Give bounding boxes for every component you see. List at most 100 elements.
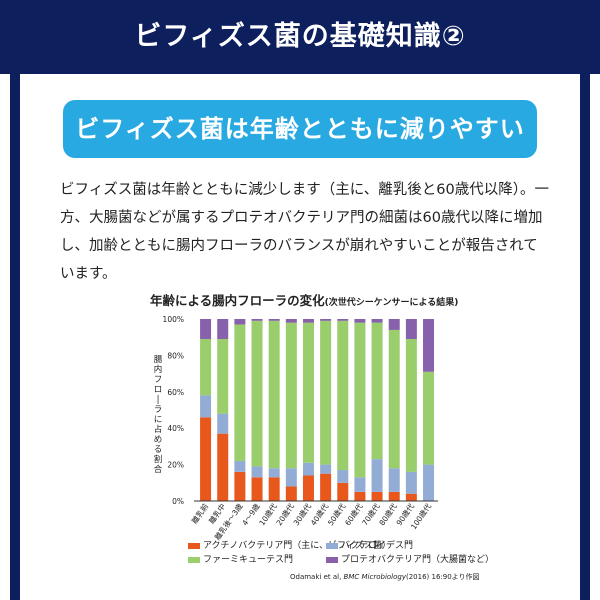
source-authors: Odamaki et al, xyxy=(290,573,342,581)
bar-segment xyxy=(371,491,383,501)
legend-label: プロテオバクテリア門（大腸菌など） xyxy=(341,555,495,565)
bar-segment xyxy=(200,395,212,418)
bar-segment xyxy=(285,468,297,487)
bar-segment xyxy=(217,433,229,501)
page-title: ビフィズス菌の基礎知識② xyxy=(134,21,466,52)
y-tick-label: 60% xyxy=(167,388,184,397)
bar-segment xyxy=(405,471,417,494)
legend-item-actinobacteria: アクチノバクテリア門（主に、ビフィズス菌） xyxy=(188,538,391,551)
legend-label: アクチノバクテリア門（主に、ビフィズス菌） xyxy=(203,541,391,551)
y-axis-label-char: ラ xyxy=(154,405,163,415)
legend-swatch xyxy=(188,556,200,563)
section-banner: ビフィズス菌は年齢とともに減りやすい xyxy=(63,100,537,158)
x-axis-labels: 離乳前離乳中離乳後〜3歳4〜9歳10歳代20歳代30歳代40歳代50歳代60歳代… xyxy=(189,501,433,542)
bar-segment xyxy=(285,486,297,501)
y-tick-label: 80% xyxy=(167,351,184,360)
bar-segment xyxy=(285,319,297,323)
bar-segment xyxy=(354,319,366,323)
bar-segment xyxy=(405,493,417,501)
bar-segment xyxy=(388,491,400,501)
bar-segment xyxy=(337,470,349,483)
y-tick-label: 40% xyxy=(167,424,184,433)
legend-swatch xyxy=(326,542,338,549)
bar-segment xyxy=(217,319,229,340)
bar-segment xyxy=(320,473,332,501)
legend-swatch xyxy=(188,542,200,549)
bar-segment xyxy=(354,491,366,501)
bar-segment xyxy=(337,320,349,471)
y-axis-label-char: 腸 xyxy=(154,355,163,365)
bar-segment xyxy=(371,459,383,492)
bar-segment xyxy=(388,329,400,469)
bar-segment xyxy=(251,319,263,321)
chart-title-main: 年齢による腸内フローラの変化 xyxy=(150,293,325,308)
bar-segment xyxy=(268,320,280,469)
legend-item-firmicutes: ファーミキューテス門 xyxy=(188,552,293,565)
bar-segment xyxy=(234,324,246,461)
bar-segment xyxy=(285,322,297,469)
bar-segment xyxy=(251,477,263,501)
y-axis-label-char: フ xyxy=(154,375,163,385)
legend-swatch xyxy=(326,556,338,563)
bar-segment xyxy=(371,322,383,460)
y-axis-label-char: 内 xyxy=(154,364,163,375)
bar-segment xyxy=(371,319,383,323)
bar-segment xyxy=(423,319,435,372)
y-axis-label-char: 合 xyxy=(154,464,163,475)
bar-segment xyxy=(354,322,366,478)
y-tick-label: 0% xyxy=(172,497,184,506)
source-details: (2016) 16:90より作図 xyxy=(405,573,480,581)
y-axis-ticks: 0% 20% 40% 60% 80% 100% xyxy=(163,315,184,506)
source-citation: Odamaki et al, BMC Microbiology(2016) 16… xyxy=(290,572,480,582)
bar-segment xyxy=(320,320,332,465)
bar-segment xyxy=(337,482,349,501)
bar-segment xyxy=(251,320,263,467)
bar-segment xyxy=(302,319,314,323)
bar-segment xyxy=(388,468,400,492)
bar-segment xyxy=(423,464,435,501)
bar-segment xyxy=(337,319,349,321)
bar-segment xyxy=(388,319,400,330)
chart-subtitle: (次世代シーケンサーによる結果) xyxy=(324,298,459,308)
description-paragraph: ビフィズス菌は年齢とともに減少します（主に、離乳後と60歳代以降）。一方、大腸菌… xyxy=(60,182,549,282)
header-bar: ビフィズス菌の基礎知識② xyxy=(0,0,600,74)
y-axis-label-char: め xyxy=(154,435,163,445)
bar-segment xyxy=(302,322,314,463)
bar-segment xyxy=(302,462,314,476)
bar-segment xyxy=(200,417,212,501)
bar-segment xyxy=(268,319,280,321)
bar-segment xyxy=(405,339,417,472)
x-tick-label: 離乳前 xyxy=(189,501,210,526)
bar-segment xyxy=(268,468,280,478)
legend-label: バクテロイデス門 xyxy=(341,541,414,551)
y-tick-label: 20% xyxy=(167,461,184,470)
source-journal: BMC Microbiology xyxy=(343,573,406,581)
bar-segment xyxy=(320,319,332,321)
bar-segment xyxy=(217,339,229,414)
bar-segment xyxy=(302,475,314,501)
bar-segment xyxy=(200,319,212,340)
bar-segment xyxy=(268,477,280,501)
content-card xyxy=(10,74,590,600)
bar-segment xyxy=(234,319,246,325)
y-axis-label-char: | xyxy=(157,395,160,405)
y-tick-label: 100% xyxy=(163,315,184,324)
bar-segment xyxy=(354,477,366,492)
chart-title: 年齢による腸内フローラの変化(次世代シーケンサーによる結果) xyxy=(150,290,458,309)
bar-segment xyxy=(423,371,435,465)
bar-segment xyxy=(217,413,229,434)
legend-item-bacteroidetes: バクテロイデス門 xyxy=(326,538,413,551)
bar-segment xyxy=(320,464,332,474)
y-axis-label-char: ロ xyxy=(154,385,163,395)
legend-item-proteobacteria: プロテオバクテリア門（大腸菌など） xyxy=(326,552,494,565)
y-axis-label-char: 割 xyxy=(154,454,163,465)
bar-segment xyxy=(234,460,246,472)
bars xyxy=(200,319,435,501)
bar-segment xyxy=(234,471,246,501)
legend-label: ファーミキューテス門 xyxy=(203,555,294,565)
y-axis-label-char: に xyxy=(154,415,163,425)
y-axis-label-char: る xyxy=(154,445,163,455)
y-axis-label-char: 占 xyxy=(154,424,163,435)
